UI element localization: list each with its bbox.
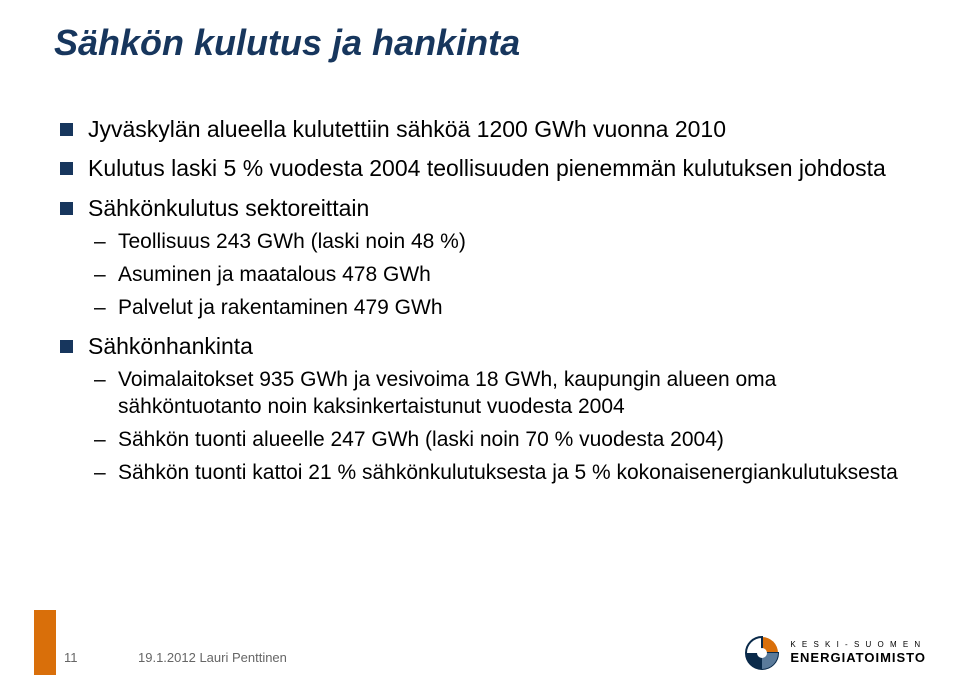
sub-bullet-item: Teollisuus 243 GWh (laski noin 48 %) <box>88 229 920 256</box>
logo-icon <box>742 633 782 673</box>
bullet-list: Jyväskylän alueella kulutettiin sähköä 1… <box>54 115 920 487</box>
footer-date-author: 19.1.2012 Lauri Penttinen <box>138 650 287 665</box>
content-area: Jyväskylän alueella kulutettiin sähköä 1… <box>54 115 920 497</box>
accent-bar <box>34 610 56 675</box>
slide-title: Sähkön kulutus ja hankinta <box>54 22 520 64</box>
sub-bullet-item: Sähkön tuonti alueelle 247 GWh (laski no… <box>88 427 920 454</box>
sub-bullet-list: Voimalaitokset 935 GWh ja vesivoima 18 G… <box>88 367 920 487</box>
sub-bullet-item: Palvelut ja rakentaminen 479 GWh <box>88 295 920 322</box>
sub-bullet-list: Teollisuus 243 GWh (laski noin 48 %) Asu… <box>88 229 920 322</box>
sub-bullet-item: Sähkön tuonti kattoi 21 % sähkönkulutuks… <box>88 460 920 487</box>
bullet-text: Sähkönkulutus sektoreittain <box>88 195 369 221</box>
sub-bullet-item: Asuminen ja maatalous 478 GWh <box>88 262 920 289</box>
footer: 11 19.1.2012 Lauri Penttinen K E S K I -… <box>0 637 960 687</box>
bullet-item: Kulutus laski 5 % vuodesta 2004 teollisu… <box>54 154 920 183</box>
logo-text: K E S K I - S U O M E N ENERGIATOIMISTO <box>790 640 926 665</box>
sub-bullet-item: Voimalaitokset 935 GWh ja vesivoima 18 G… <box>88 367 920 421</box>
page-number: 11 <box>64 650 78 665</box>
bullet-text: Jyväskylän alueella kulutettiin sähköä 1… <box>88 116 726 142</box>
bullet-text: Kulutus laski 5 % vuodesta 2004 teollisu… <box>88 155 886 181</box>
bullet-item: Sähkönkulutus sektoreittain Teollisuus 2… <box>54 194 920 322</box>
bullet-item: Sähkönhankinta Voimalaitokset 935 GWh ja… <box>54 332 920 487</box>
logo-line2: ENERGIATOIMISTO <box>790 650 926 666</box>
bullet-item: Jyväskylän alueella kulutettiin sähköä 1… <box>54 115 920 144</box>
logo: K E S K I - S U O M E N ENERGIATOIMISTO <box>742 633 926 673</box>
logo-line1: K E S K I - S U O M E N <box>790 640 926 650</box>
bullet-text: Sähkönhankinta <box>88 333 253 359</box>
